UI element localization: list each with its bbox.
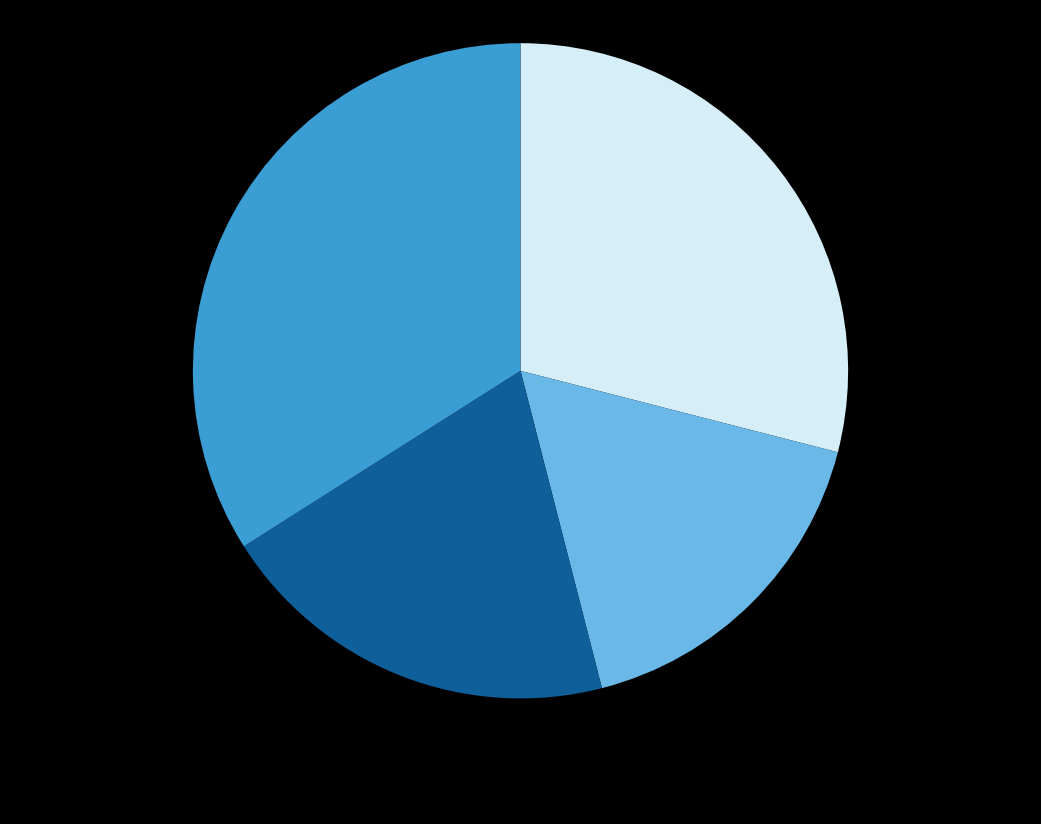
Wedge shape	[244, 371, 602, 699]
Wedge shape	[520, 371, 838, 688]
Wedge shape	[520, 43, 848, 452]
Wedge shape	[193, 43, 520, 546]
